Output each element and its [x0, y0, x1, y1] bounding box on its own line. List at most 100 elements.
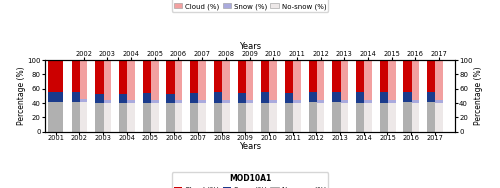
Bar	[238, 93, 253, 103]
Bar	[380, 103, 395, 132]
Bar	[104, 103, 111, 132]
Bar	[80, 60, 88, 99]
Bar	[174, 60, 182, 100]
Bar	[427, 102, 442, 132]
Bar	[308, 92, 324, 102]
Bar	[151, 60, 158, 100]
Bar	[143, 60, 158, 93]
Bar	[388, 60, 396, 100]
Bar	[127, 60, 135, 100]
Bar	[246, 100, 254, 103]
Bar	[72, 102, 87, 132]
Bar	[262, 92, 276, 103]
Bar	[96, 103, 111, 132]
Bar	[427, 92, 442, 102]
Y-axis label: Percentage (%): Percentage (%)	[474, 67, 483, 125]
Bar	[308, 60, 324, 92]
Bar	[198, 100, 206, 103]
Bar	[238, 103, 253, 132]
Legend: Cloud (%), Snow (%), No-snow (%): Cloud (%), Snow (%), No-snow (%)	[172, 0, 328, 12]
Bar	[412, 60, 419, 100]
Bar	[198, 103, 206, 132]
Bar	[364, 103, 372, 132]
Bar	[317, 60, 324, 100]
Bar	[48, 102, 64, 132]
Bar	[190, 93, 206, 103]
Bar	[166, 94, 182, 103]
Bar	[104, 60, 111, 100]
X-axis label: Years: Years	[239, 143, 261, 152]
Bar	[340, 100, 348, 103]
Bar	[104, 100, 111, 103]
Bar	[270, 103, 277, 132]
Bar	[151, 100, 158, 103]
Bar	[388, 103, 396, 132]
Bar	[364, 100, 372, 103]
Bar	[96, 94, 111, 103]
Bar	[246, 60, 254, 100]
Bar	[308, 102, 324, 132]
Bar	[380, 60, 395, 92]
Legend: Cloud (%), Snow (%), No-snow (%): Cloud (%), Snow (%), No-snow (%)	[172, 172, 328, 188]
Bar	[436, 100, 443, 103]
Bar	[127, 103, 135, 132]
Bar	[388, 100, 396, 103]
Bar	[72, 60, 87, 92]
Bar	[356, 92, 372, 103]
Bar	[340, 60, 348, 100]
Bar	[143, 103, 158, 132]
Bar	[222, 60, 230, 100]
Bar	[436, 60, 443, 100]
Bar	[214, 103, 230, 132]
Bar	[166, 60, 182, 94]
Bar	[404, 92, 419, 102]
Bar	[404, 102, 419, 132]
Bar	[127, 100, 135, 103]
Bar	[72, 92, 87, 102]
Bar	[246, 103, 254, 132]
Bar	[174, 100, 182, 103]
Bar	[332, 60, 348, 92]
Bar	[293, 103, 300, 132]
Bar	[238, 60, 253, 93]
Bar	[166, 103, 182, 132]
Bar	[270, 100, 277, 103]
Bar	[412, 100, 419, 103]
Bar	[119, 94, 134, 103]
Bar	[356, 60, 372, 92]
Bar	[119, 60, 134, 94]
Bar	[222, 103, 230, 132]
X-axis label: Years: Years	[239, 42, 261, 51]
Bar	[48, 60, 64, 92]
Bar	[380, 92, 395, 103]
Bar	[412, 103, 419, 132]
Bar	[293, 100, 300, 103]
Bar	[317, 100, 324, 103]
Bar	[190, 60, 206, 93]
Bar	[222, 100, 230, 103]
Bar	[293, 60, 300, 100]
Bar	[270, 60, 277, 100]
Bar	[436, 103, 443, 132]
Bar	[285, 93, 300, 103]
Bar	[332, 102, 348, 132]
Bar	[96, 60, 111, 94]
Bar	[119, 103, 134, 132]
Bar	[340, 103, 348, 132]
Y-axis label: Percentage (%): Percentage (%)	[17, 67, 26, 125]
Bar	[214, 92, 230, 103]
Bar	[317, 103, 324, 132]
Bar	[262, 60, 276, 92]
Bar	[198, 60, 206, 100]
Bar	[214, 60, 230, 92]
Bar	[48, 92, 64, 102]
Bar	[80, 102, 88, 132]
Bar	[285, 60, 300, 93]
Bar	[190, 103, 206, 132]
Bar	[151, 103, 158, 132]
Bar	[143, 93, 158, 103]
Bar	[364, 60, 372, 100]
Bar	[427, 60, 442, 92]
Bar	[80, 99, 88, 102]
Bar	[174, 103, 182, 132]
